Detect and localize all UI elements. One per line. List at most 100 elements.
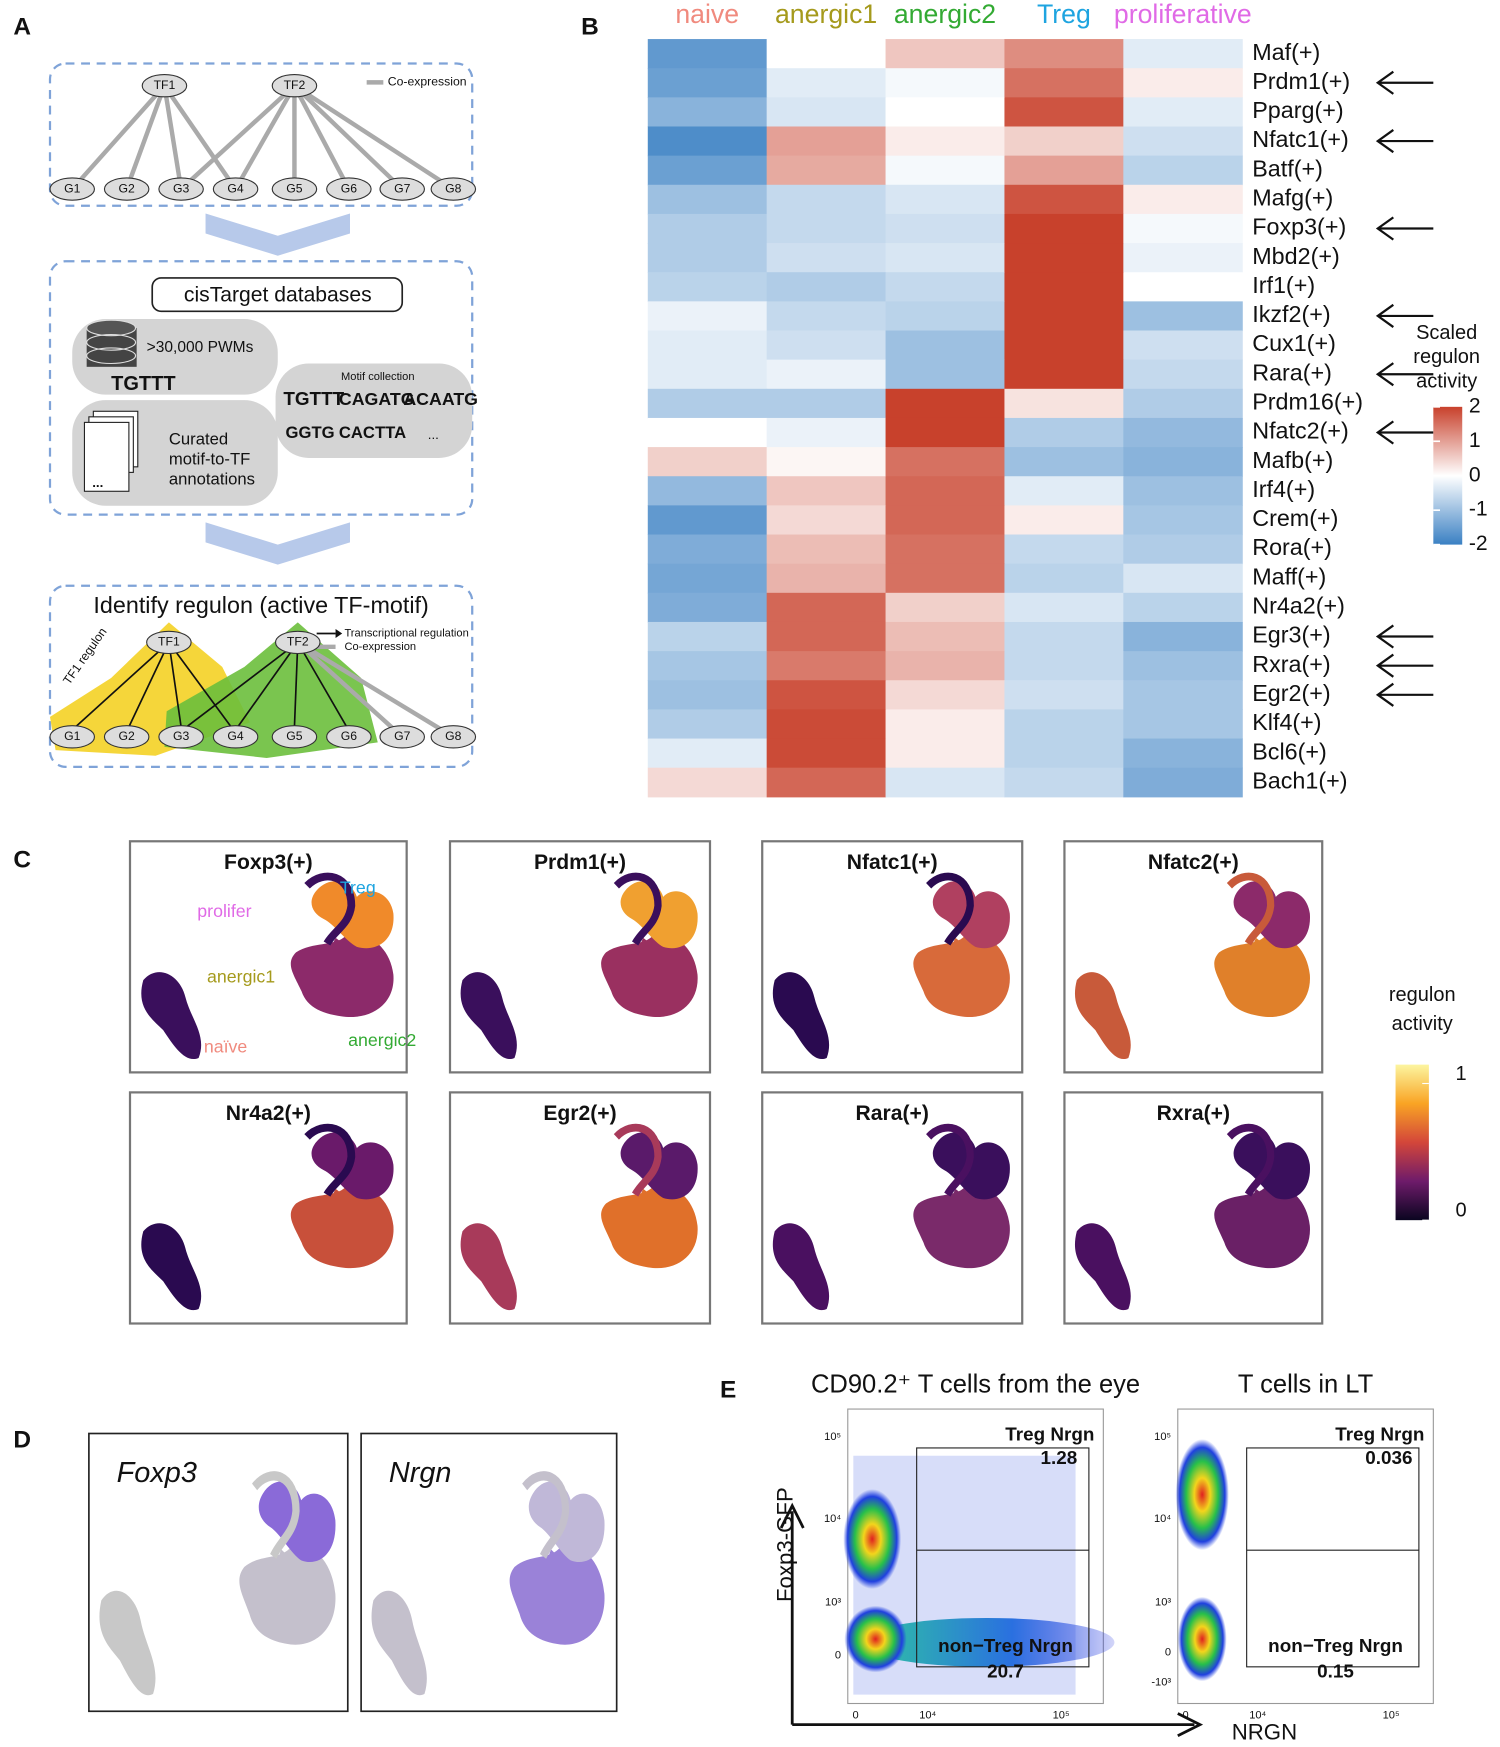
row-label: Cux1(+) [1252,330,1336,356]
gene-node [379,725,425,749]
heatmap-cell [647,680,768,710]
heatmap-cell [647,243,768,273]
y-tick-label: 10⁵ [824,1431,841,1443]
heatmap-cell [1123,651,1243,681]
row-label: Bach1(+) [1252,767,1347,793]
umap-title: Foxp3(+) [224,851,313,874]
gene-label: G5 [286,729,303,743]
pwms: >30,000 PWMs [147,339,254,356]
heatmap-cell [647,651,768,681]
annotation: annotations [169,470,255,489]
heatmap-cell [885,534,1005,565]
tf-label: TF2 [284,78,306,92]
heatmap-cell [1004,272,1124,302]
row-label: Mafg(+) [1252,185,1333,211]
column-label: Treg [1037,0,1091,29]
y-tick-label: 0 [835,1650,841,1662]
heatmap-cell [1004,39,1124,69]
heatmap-cell [885,126,1005,157]
heatmap-cell [1123,184,1243,215]
row-label: Ikzf2(+) [1252,301,1330,327]
panel-label: E [720,1377,736,1404]
x-tick-label: 10⁴ [1249,1710,1266,1722]
heatmap-cell [885,505,1005,536]
heatmap-cell [647,359,768,390]
heatmap-cell [766,272,887,302]
gene-node [271,725,318,749]
logo: CACTTA [339,423,406,442]
colorbar-title: Scaled [1416,322,1477,344]
logo: GGTG [286,423,335,442]
heatmap-cell [885,563,1005,594]
row-label: Rxra(+) [1252,651,1330,677]
heatmap-cell [647,155,768,186]
heatmap-cell [766,476,887,506]
events [1177,1596,1227,1682]
heatmap-cell [1004,213,1124,244]
heatmap-cell [1123,126,1243,157]
colorbar-tick-label: -2 [1469,532,1488,555]
gate-value: 0.15 [1317,1661,1354,1682]
annotation: Curated [169,430,228,449]
heatmap-cell [885,738,1005,769]
y-tick-label: 10⁴ [824,1513,841,1525]
arrow [1375,682,1434,707]
heatmap-cell [1004,330,1124,361]
row-label: Bcl6(+) [1252,738,1327,764]
row-label: Maff(+) [1252,563,1326,589]
heatmap-cell [885,592,1005,623]
heatmap-cell [885,359,1005,390]
gene-label: G2 [119,729,136,743]
colorbar-title: regulon [1389,984,1456,1006]
heatmap-cell [885,767,1005,798]
heatmap-cell [885,476,1005,506]
heatmap-cell [1123,243,1243,273]
heatmap-cell [885,68,1005,98]
heatmap-cell [647,126,768,157]
gate [916,1447,1090,1668]
heatmap-cell [1004,680,1124,710]
heatmap-cell [647,97,768,128]
chevron [205,213,350,256]
row-label: Nfatc2(+) [1252,418,1349,444]
gene-title: Foxp3 [117,1457,197,1489]
heatmap-cell [647,534,768,565]
cluster-label: prolifer [197,901,251,921]
heatmap-cell [885,709,1005,740]
heatmap-cell [1004,563,1124,594]
heatmap-cell [647,592,768,623]
gene-node [49,177,95,201]
arrow [1375,70,1434,95]
gene-label: G1 [64,181,81,195]
heatmap-cell [885,213,1005,244]
gene-label: G7 [394,181,411,195]
cluster-label: Treg [340,878,376,898]
row-label: Egr3(+) [1252,622,1330,648]
x-tick-label: 10⁵ [1053,1710,1070,1722]
heatmap-cell [885,272,1005,302]
db-title: cisTarget databases [184,283,372,306]
x-tick-label: 10⁵ [1383,1710,1400,1722]
plot-title: T cells in LT [1238,1370,1374,1398]
events [1175,1439,1229,1551]
heatmap-cell [1004,68,1124,98]
gene-label: G8 [445,729,462,743]
arrow [1375,216,1434,241]
gate-label: Treg Nrgn [1335,1425,1424,1446]
heatmap-cell [1004,243,1124,273]
x-tick-label: 0 [1182,1710,1188,1722]
gate-label: non−Treg Nrgn [938,1636,1073,1657]
heatmap-cell [1123,272,1243,302]
heatmap-cell [1123,680,1243,710]
heatmap-cell [766,534,887,565]
heatmap-cell [1123,505,1243,536]
heatmap-cell [885,330,1005,361]
heatmap-cell [766,126,887,157]
gene-node [212,725,259,749]
heatmap-cell [1123,330,1243,361]
edges [70,80,455,191]
heatmap-cell [1004,301,1124,332]
gate-value: 20.7 [987,1661,1024,1682]
row-label: Foxp3(+) [1252,214,1346,240]
